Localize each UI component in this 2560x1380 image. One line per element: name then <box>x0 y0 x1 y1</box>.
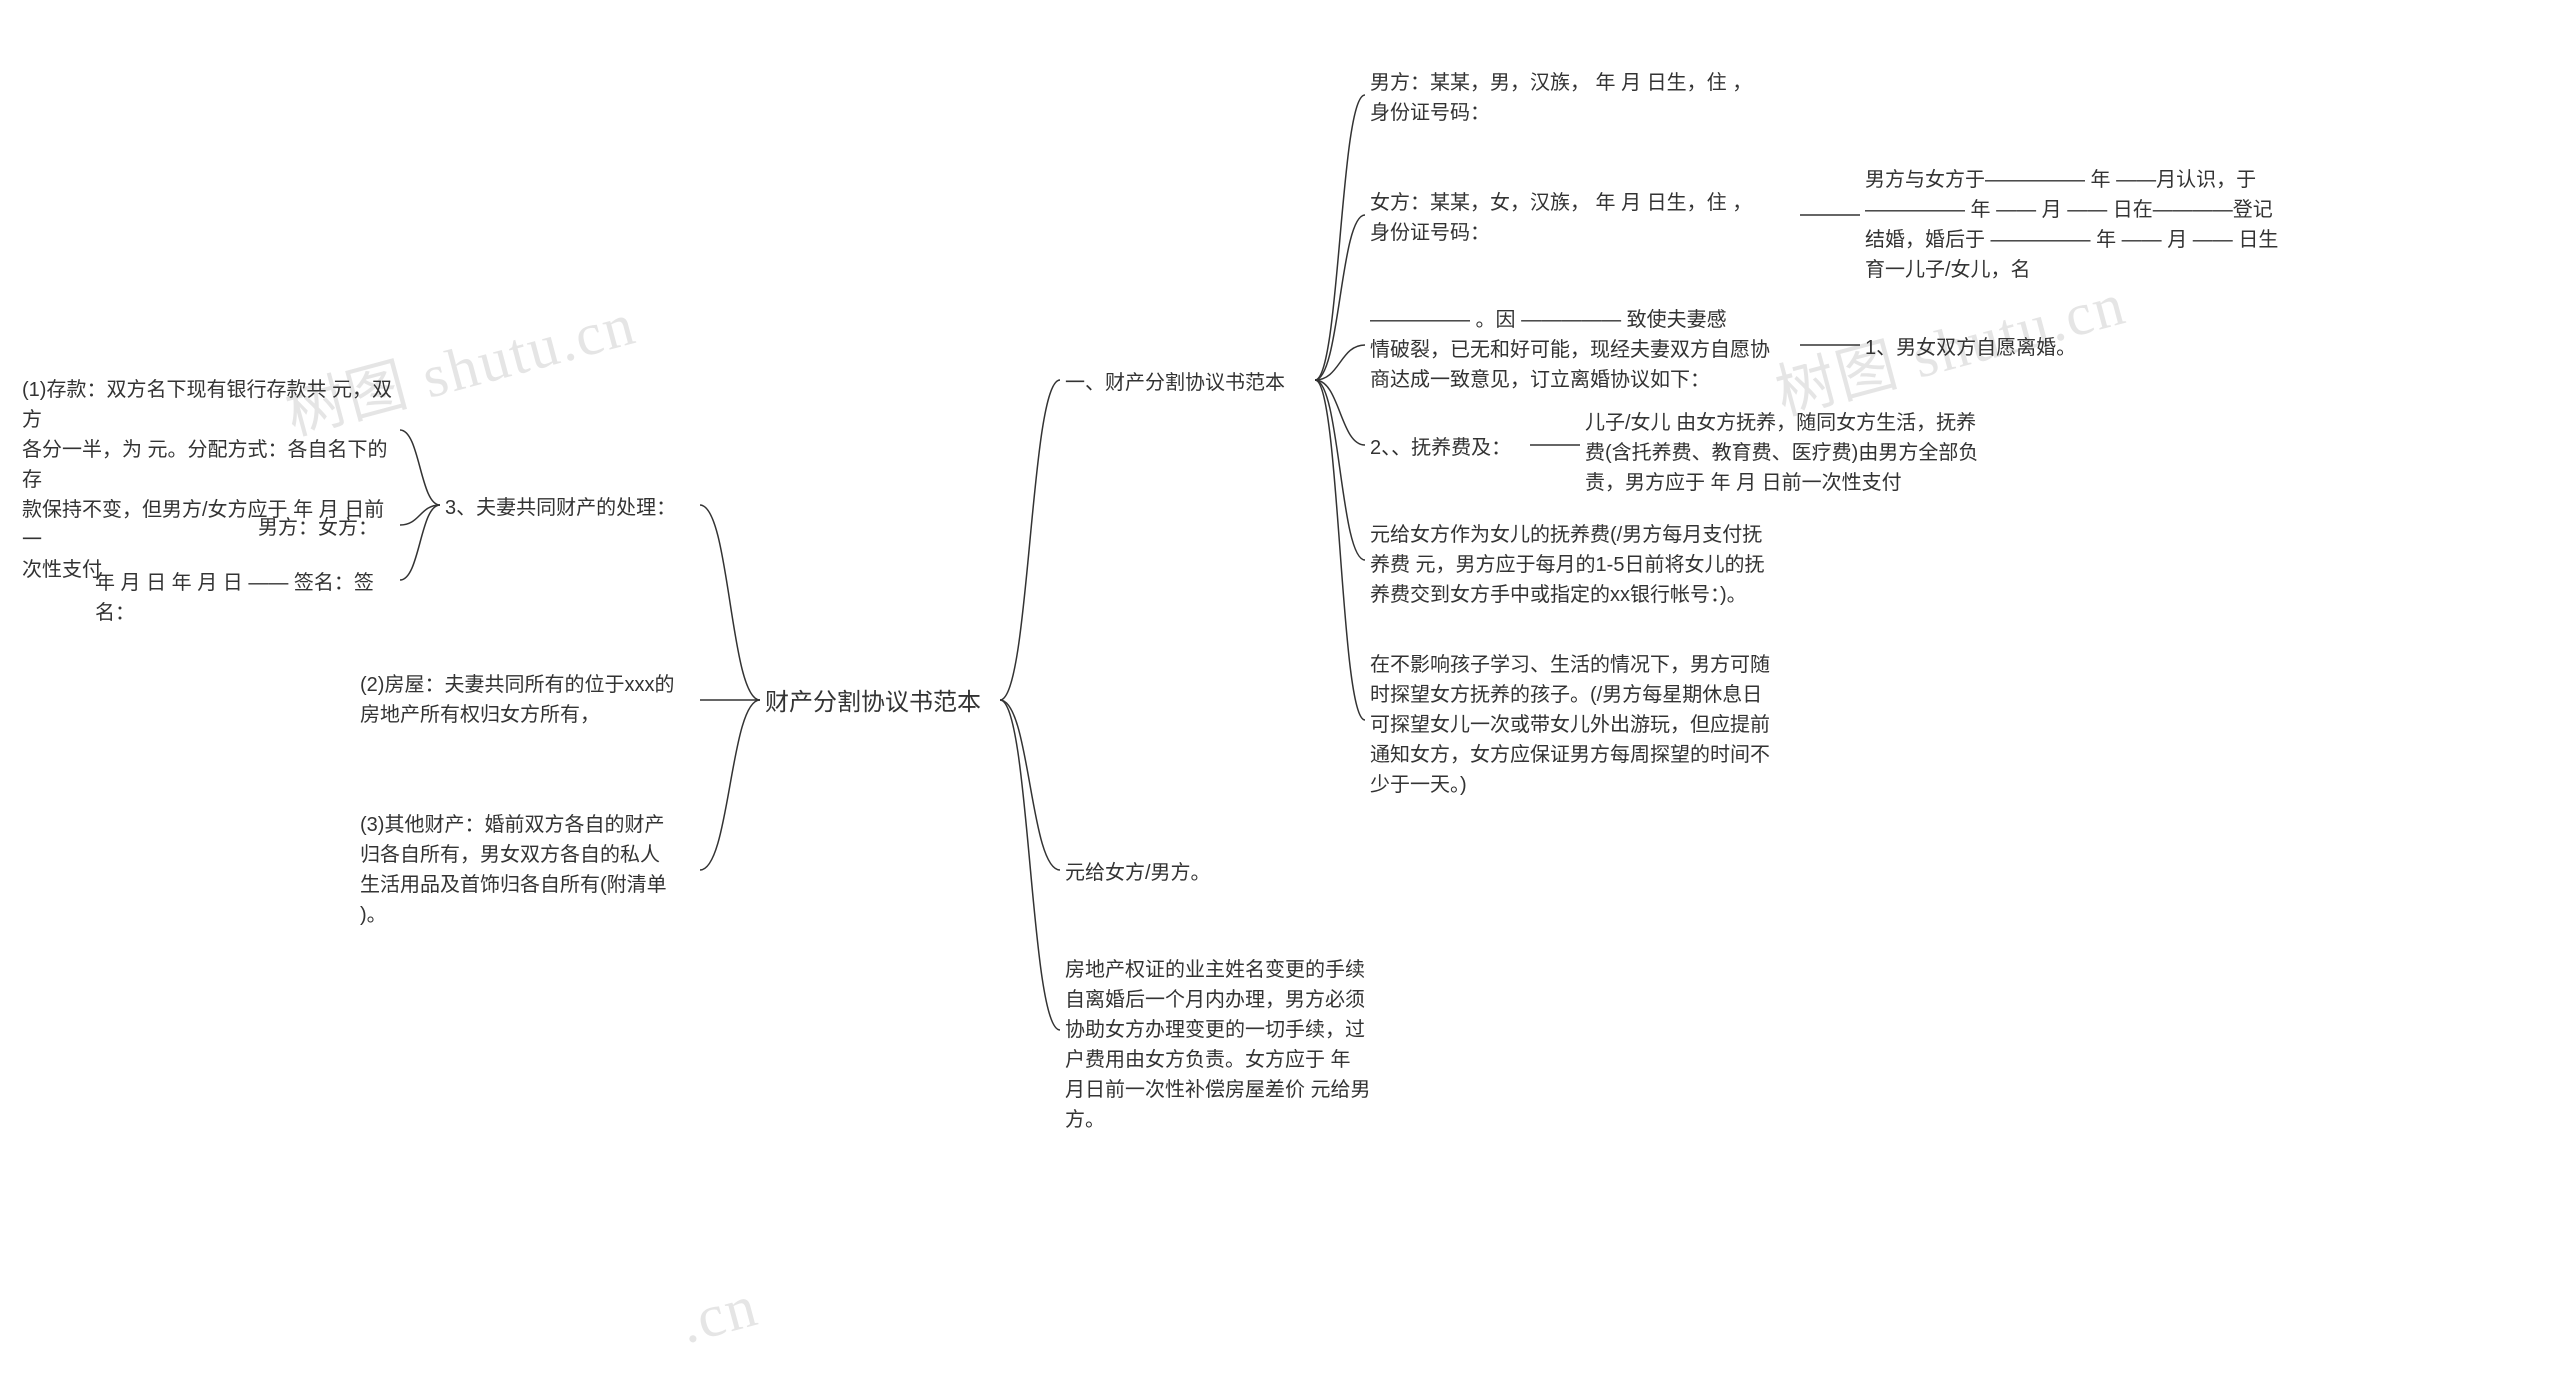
node-l1: 3、夫妻共同财产的处理： <box>445 493 705 523</box>
node-l2: (2)房屋：夫妻共同所有的位于xxx的房地产所有权归女方所有， <box>360 670 700 730</box>
watermark: .cn <box>672 1271 765 1358</box>
node-r1: 一、财产分割协议书范本 <box>1065 368 1315 398</box>
node-r1-c3-child: 1、男女双方自愿离婚。 <box>1865 333 2125 363</box>
node-l1-c1-a: 男方：女方： <box>258 513 403 543</box>
root-node: 财产分割协议书范本 <box>765 685 995 721</box>
node-r1-c1: 男方：某某，男，汉族， 年 月 日生，住 ，身份证号码： <box>1370 68 1790 128</box>
node-l3: (3)其他财产：婚前双方各自的财产归各自所有，男女双方各自的私人生活用品及首饰归… <box>360 810 700 930</box>
node-l1-c1: (1)存款：双方名下现有银行存款共 元，双方各分一半，为 元。分配方式：各自名下… <box>22 375 402 585</box>
node-r3: 房地产权证的业主姓名变更的手续自离婚后一个月内办理，男方必须协助女方办理变更的一… <box>1065 955 1425 1135</box>
node-r1-c4: 2、、抚养费及： <box>1370 433 1525 463</box>
node-l1-c1-b: 年 月 日 年 月 日 —— 签名：签名： <box>95 568 405 628</box>
node-r1-c2-child: 男方与女方于————— 年 ——月认识，于————— 年 —— 月 —— 日在—… <box>1865 165 2295 285</box>
node-r1-c6: 在不影响孩子学习、生活的情况下，男方可随时探望女方抚养的孩子。(/男方每星期休息… <box>1370 650 1790 800</box>
node-r1-c3: ————— 。因 ————— 致使夫妻感情破裂，已无和好可能，现经夫妻双方自愿协… <box>1370 305 1790 395</box>
node-r1-c4-child: 儿子/女儿 由女方抚养，随同女方生活，抚养费(含托养费、教育费、医疗费)由男方全… <box>1585 408 2005 498</box>
node-r2: 元给女方/男方。 <box>1065 858 1365 888</box>
node-r1-c2: 女方：某某，女，汉族， 年 月 日生，住 ，身份证号码： <box>1370 188 1790 248</box>
node-r1-c5: 元给女方作为女儿的抚养费(/男方每月支付抚养费 元，男方应于每月的1-5日前将女… <box>1370 520 1790 610</box>
